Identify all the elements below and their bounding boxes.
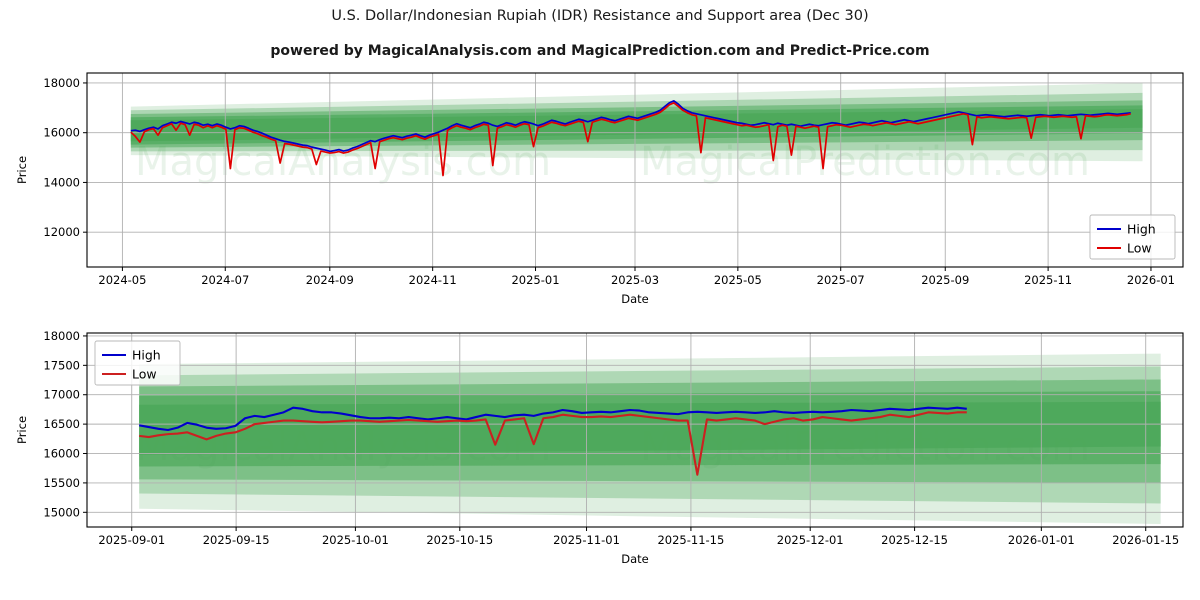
x-tick-label: 2025-10-01 (322, 533, 389, 547)
y-tick-label: 15500 (43, 476, 80, 490)
series-low (139, 411, 967, 476)
support-resistance-bands (139, 353, 1161, 525)
series-high (139, 406, 967, 432)
x-tick-label: 2025-03 (611, 273, 659, 287)
y-tick-label: 18000 (43, 329, 80, 343)
x-tick-label: 2024-05 (98, 273, 146, 287)
x-tick-label: 2025-09-01 (98, 533, 165, 547)
axis-ticks: 12000 14000 16000 18000 2024-05 2024-07 2024-0… (43, 76, 1175, 287)
series-low (130, 101, 1131, 177)
legend[interactable]: High Low (94, 340, 181, 386)
chart-panel-overview: MagicalAnalysis.com MagicalPrediction.com… (15, 72, 1184, 306)
y-axis-label: Price (15, 416, 29, 444)
x-tick-label: 2025-11-15 (657, 533, 724, 547)
y-tick-label: 12000 (43, 225, 80, 239)
y-axis-label: Price (15, 156, 29, 184)
band-core (130, 109, 1143, 142)
x-tick-label: 2024-09 (306, 273, 354, 287)
y-tick-label: 17000 (43, 388, 80, 402)
legend-label-low: Low (1127, 241, 1152, 256)
legend[interactable]: High Low (1089, 214, 1176, 260)
legend-label-high: High (132, 348, 161, 363)
x-tick-label: 2025-11-01 (553, 533, 620, 547)
chart-panel-zoom: MagicalAnalysis.comMagicalPrediction.com… (15, 329, 1184, 566)
page-subtitle: powered by MagicalAnalysis.com and Magic… (270, 43, 930, 59)
x-tick-label: 2025-12-15 (881, 533, 948, 547)
x-tick-label: 2025-07 (817, 273, 865, 287)
x-tick-label: 2024-07 (201, 273, 249, 287)
x-axis-label: Date (621, 292, 649, 306)
x-tick-label: 2025-05 (714, 273, 762, 287)
series-lines (130, 100, 1131, 177)
x-tick-label: 2024-11 (409, 273, 457, 287)
x-tick-label: 2026-01-01 (1008, 533, 1075, 547)
y-tick-label: 16000 (43, 126, 80, 140)
x-tick-label: 2025-09-15 (203, 533, 270, 547)
x-tick-label: 2026-01-15 (1112, 533, 1179, 547)
x-tick-label: 2025-11 (1024, 273, 1072, 287)
axis-ticks: 15000 15500 16000 16500 17000 17500 18000 2025-… (43, 329, 1179, 547)
y-tick-label: 14000 (43, 175, 80, 189)
x-tick-label: 2025-09 (921, 273, 969, 287)
grid-lines (87, 73, 1183, 267)
plot-frame (86, 332, 1184, 528)
support-resistance-bands (130, 82, 1143, 162)
y-tick-label: 17500 (43, 358, 80, 372)
page-title: U.S. Dollar/Indonesian Rupiah (IDR) Resi… (331, 8, 869, 24)
y-tick-label: 15000 (43, 505, 80, 519)
series-high (130, 100, 1131, 153)
x-tick-label: 2025-10-15 (426, 533, 493, 547)
legend-label-low: Low (132, 367, 157, 382)
x-tick-label: 2025-12-01 (777, 533, 844, 547)
y-tick-label: 18000 (43, 76, 80, 90)
x-axis-label: Date (621, 552, 649, 566)
watermark-text: MagicalPrediction.com (640, 139, 1090, 185)
legend-label-high: High (1127, 222, 1156, 237)
y-tick-label: 16000 (43, 447, 80, 461)
series-lines (139, 406, 967, 476)
band-core (139, 401, 1161, 455)
x-tick-label: 2025-01 (511, 273, 559, 287)
y-tick-label: 16500 (43, 417, 80, 431)
grid-lines (87, 333, 1183, 527)
x-tick-label: 2026-01 (1127, 273, 1175, 287)
